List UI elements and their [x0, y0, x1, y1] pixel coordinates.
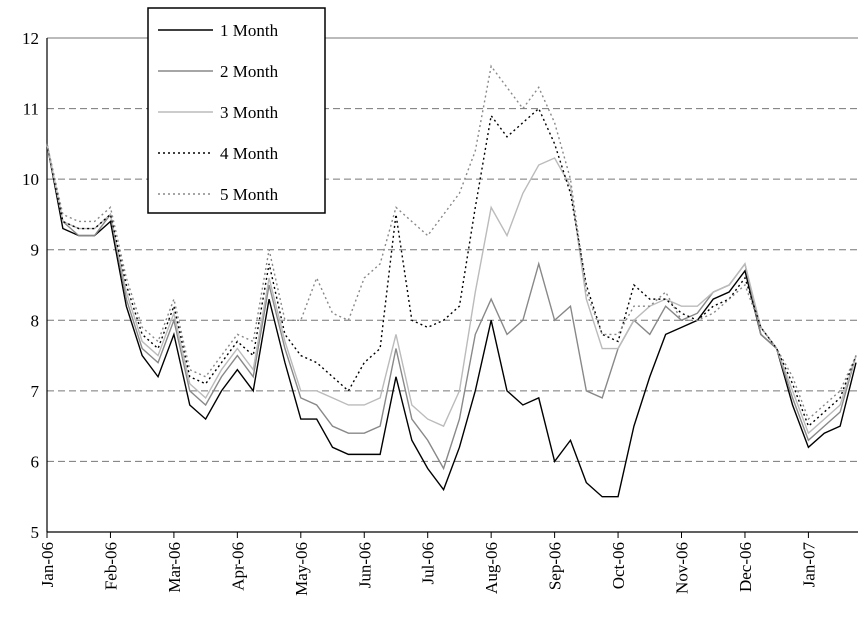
x-tick-label: Aug-06 — [482, 542, 501, 594]
series-line — [46, 143, 857, 435]
x-tick-label: Sep-06 — [546, 542, 565, 590]
legend-label: 4 Month — [220, 144, 279, 163]
x-tick-label: Feb-06 — [101, 542, 120, 590]
legend-label: 3 Month — [220, 103, 279, 122]
x-tick-label: Jan-06 — [38, 542, 57, 587]
y-tick-label: 6 — [31, 452, 40, 471]
y-tick-label: 7 — [31, 382, 40, 401]
x-tick-label: Dec-06 — [736, 542, 755, 592]
legend-box — [147, 7, 326, 214]
y-tick-label: 9 — [31, 241, 40, 260]
x-tick-label: Apr-06 — [228, 542, 247, 591]
y-tick-label: 12 — [22, 29, 39, 48]
series-line — [46, 143, 857, 498]
x-tick-label: May-06 — [292, 542, 311, 596]
x-tick-label: Mar-06 — [165, 542, 184, 593]
x-tick-label: Nov-06 — [673, 542, 692, 594]
y-tick-label: 5 — [31, 523, 40, 542]
y-tick-label: 8 — [31, 311, 40, 330]
x-tick-label: Oct-06 — [609, 542, 628, 589]
y-tick-label: 10 — [22, 170, 39, 189]
x-tick-label: Jul-06 — [419, 542, 438, 585]
x-tick-label: Jan-07 — [799, 542, 818, 588]
legend-label: 5 Month — [220, 185, 279, 204]
series-line — [46, 107, 857, 428]
legend-label: 2 Month — [220, 62, 279, 81]
x-tick-label: Jun-06 — [355, 542, 374, 588]
legend-label: 1 Month — [220, 21, 279, 40]
y-tick-label: 11 — [23, 100, 39, 119]
